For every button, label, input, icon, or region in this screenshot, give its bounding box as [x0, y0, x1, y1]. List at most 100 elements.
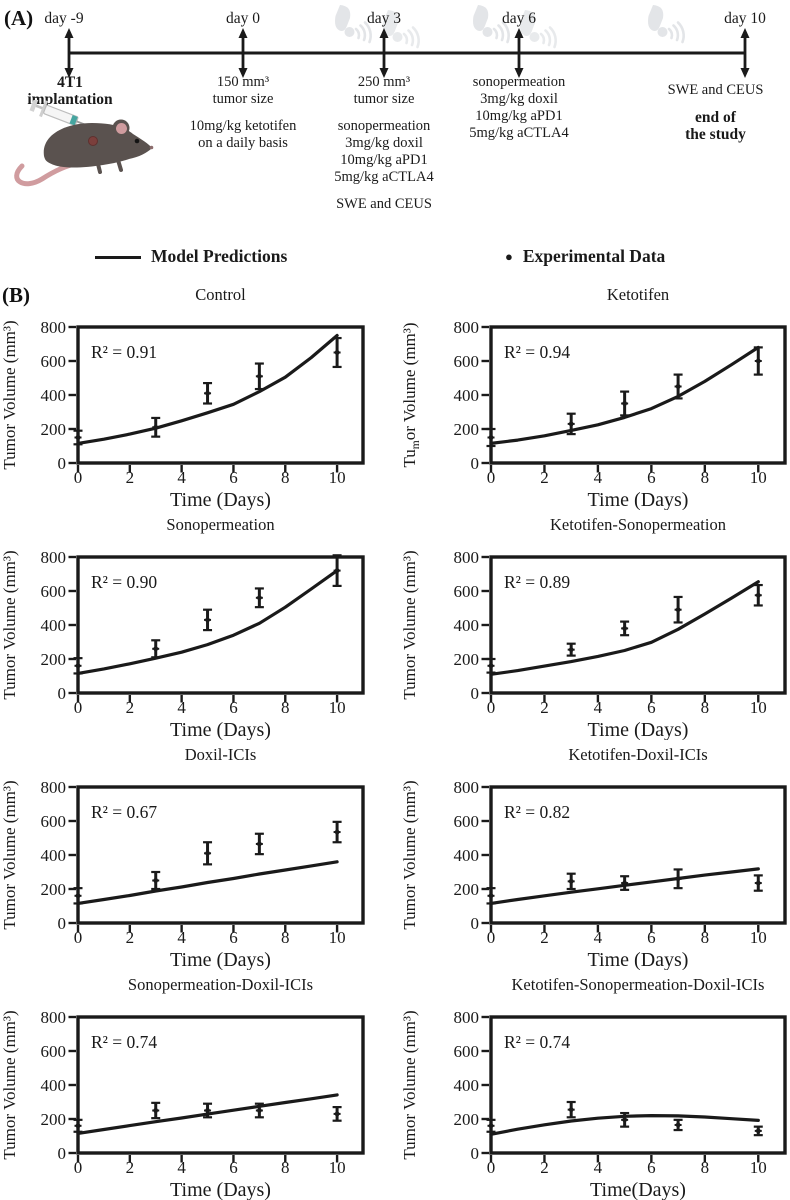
- svg-text:2: 2: [126, 468, 135, 487]
- chart-sonopermeation: Sonopermeation Tumor Volume (mm³) R² = 0.9…: [0, 515, 365, 740]
- svg-text:Time (Days): Time (Days): [170, 1179, 271, 1200]
- svg-text:Time (Days): Time (Days): [588, 949, 689, 970]
- mouse-eye: [134, 138, 140, 144]
- svg-text:Tumor Volume (mm³): Tumor Volume (mm³): [0, 780, 19, 929]
- svg-text:Tumor Volume (mm³): Tumor Volume (mm³): [400, 780, 419, 929]
- panel-b-label: (B): [2, 283, 30, 307]
- svg-text:800: 800: [41, 548, 67, 567]
- svg-text:0: 0: [74, 928, 83, 947]
- svg-text:R² = 0.94: R² = 0.94: [504, 342, 570, 362]
- svg-text:4: 4: [594, 1158, 603, 1177]
- svg-text:4: 4: [177, 698, 186, 717]
- svg-text:10: 10: [750, 698, 767, 717]
- svg-text:800: 800: [454, 318, 480, 337]
- chart-ketotifen-figure: Ketotifen Tumor Volume (mm³) R² = 0.94 0 2 4 6…: [395, 280, 790, 510]
- chart-ketotifen-doxil-icis: Ketotifen-Doxil-ICIs Tumor Volume (mm³) R²…: [400, 745, 787, 970]
- svg-text:200: 200: [454, 420, 480, 439]
- chart-ketotifen-sonopermeation-doxil-icis: Ketotifen-Sonopermeation-Doxil-ICIs Tumor…: [400, 975, 787, 1200]
- svg-text:10: 10: [750, 928, 767, 947]
- chart-ketotifen-sonopermeation-doxil-icis-figure: Ketotifen-Sonopermeation-Doxil-ICIs Tumor…: [395, 970, 790, 1200]
- svg-text:0: 0: [74, 698, 83, 717]
- panel-b-charts: Control Tumor Volume (mm³) R² = 0.91 0 2 4 6 8 1…: [0, 280, 790, 1200]
- svg-text:Ketotifen-Sonopermeation: Ketotifen-Sonopermeation: [550, 515, 726, 534]
- svg-text:Time (Days): Time (Days): [170, 489, 271, 510]
- svg-text:Tumor Volume (mm³): Tumor Volume (mm³): [0, 320, 19, 469]
- svg-text:200: 200: [454, 880, 480, 899]
- svg-text:800: 800: [41, 1008, 67, 1027]
- svg-text:0: 0: [74, 468, 83, 487]
- svg-text:8: 8: [281, 468, 290, 487]
- panel-a-timeline: (A): [0, 0, 790, 242]
- svg-text:2: 2: [126, 928, 135, 947]
- svg-text:0: 0: [58, 914, 67, 933]
- svg-text:0: 0: [471, 454, 480, 473]
- svg-text:R² = 0.74: R² = 0.74: [504, 1032, 570, 1052]
- chart-sonopermeation-doxil-icis: Sonopermeation-Doxil-ICIs Tumor Volume (m…: [0, 975, 365, 1200]
- svg-text:R² = 0.90: R² = 0.90: [91, 572, 157, 592]
- legend-data-label: Experimental Data: [522, 246, 666, 266]
- svg-text:8: 8: [281, 698, 290, 717]
- svg-text:800: 800: [454, 1008, 480, 1027]
- svg-text:0: 0: [471, 1144, 480, 1163]
- svg-text:6: 6: [229, 928, 238, 947]
- figure-legend: Model Predictions ● Experimental Data: [0, 243, 790, 279]
- svg-text:6: 6: [229, 468, 238, 487]
- timeline-day-label: day 3: [366, 10, 402, 27]
- svg-text:Time(Days): Time(Days): [590, 1179, 686, 1200]
- chart-ketotifen-doxil-icis-figure: Ketotifen-Doxil-ICIs Tumor Volume (mm³) R²…: [395, 740, 790, 970]
- svg-text:Doxil-ICIs: Doxil-ICIs: [185, 745, 257, 764]
- svg-text:8: 8: [281, 1158, 290, 1177]
- svg-text:600: 600: [454, 352, 480, 371]
- svg-text:2: 2: [126, 1158, 135, 1177]
- svg-text:0: 0: [74, 1158, 83, 1177]
- svg-text:600: 600: [41, 812, 67, 831]
- svg-text:200: 200: [454, 650, 480, 669]
- svg-text:400: 400: [41, 846, 67, 865]
- svg-text:200: 200: [454, 1110, 480, 1129]
- svg-text:6: 6: [647, 928, 656, 947]
- svg-text:0: 0: [58, 1144, 67, 1163]
- svg-text:R² = 0.67: R² = 0.67: [91, 802, 157, 822]
- chart-sonopermeation-doxil-icis-figure: Sonopermeation-Doxil-ICIs Tumor Volume (m…: [0, 970, 395, 1200]
- svg-text:800: 800: [454, 778, 480, 797]
- svg-text:4: 4: [594, 468, 603, 487]
- svg-text:Sonopermeation-Doxil-ICIs: Sonopermeation-Doxil-ICIs: [128, 975, 313, 994]
- svg-text:200: 200: [41, 1110, 67, 1129]
- svg-text:10: 10: [329, 468, 346, 487]
- model-line-sample: [95, 256, 141, 259]
- svg-text:400: 400: [454, 846, 480, 865]
- svg-text:Tumor Volume (mm³): Tumor Volume (mm³): [0, 1010, 19, 1159]
- svg-text:400: 400: [41, 616, 67, 635]
- mouse-legs: [96, 158, 123, 174]
- data-point-sample: ●: [505, 249, 513, 264]
- svg-text:2: 2: [126, 698, 135, 717]
- svg-text:400: 400: [454, 1076, 480, 1095]
- timeline-event-day-10: SWE and CEUS end of the study: [667, 82, 764, 143]
- svg-text:4: 4: [177, 928, 186, 947]
- svg-text:6: 6: [229, 1158, 238, 1177]
- svg-text:10: 10: [329, 1158, 346, 1177]
- timeline-event-day-9: 4T1 implantation: [27, 74, 113, 108]
- chart-ketotifen-sonopermeation: Ketotifen-Sonopermeation Tumor Volume (mm…: [400, 515, 787, 740]
- timeline-day-label: day 10: [724, 10, 766, 27]
- svg-text:Ketotifen: Ketotifen: [607, 285, 669, 304]
- svg-text:0: 0: [487, 468, 496, 487]
- timeline-event-day-6: sonopermeation 3mg/kg doxil 10mg/kg aPD1…: [469, 74, 569, 141]
- svg-text:0: 0: [487, 1158, 496, 1177]
- legend-model-label: Model Predictions: [151, 246, 288, 266]
- timeline-event-day-0: 150 mm³ tumor size 10mg/kg ketotifen on …: [189, 74, 297, 151]
- svg-text:600: 600: [41, 1042, 67, 1061]
- chart-control-figure: Control Tumor Volume (mm³) R² = 0.91 0 2 4 6 8 1…: [0, 280, 395, 510]
- svg-text:2: 2: [540, 928, 549, 947]
- svg-text:R² = 0.74: R² = 0.74: [91, 1032, 157, 1052]
- svg-text:Ketotifen-Sonopermeation-Doxil: Ketotifen-Sonopermeation-Doxil-ICIs: [512, 975, 765, 994]
- svg-text:10: 10: [329, 698, 346, 717]
- svg-text:4: 4: [594, 928, 603, 947]
- svg-text:0: 0: [487, 698, 496, 717]
- svg-text:Ketotifen-Doxil-ICIs: Ketotifen-Doxil-ICIs: [568, 745, 707, 764]
- svg-text:400: 400: [454, 386, 480, 405]
- svg-text:200: 200: [41, 420, 67, 439]
- svg-text:600: 600: [41, 582, 67, 601]
- svg-text:4: 4: [177, 1158, 186, 1177]
- syringe-icon: [29, 100, 94, 129]
